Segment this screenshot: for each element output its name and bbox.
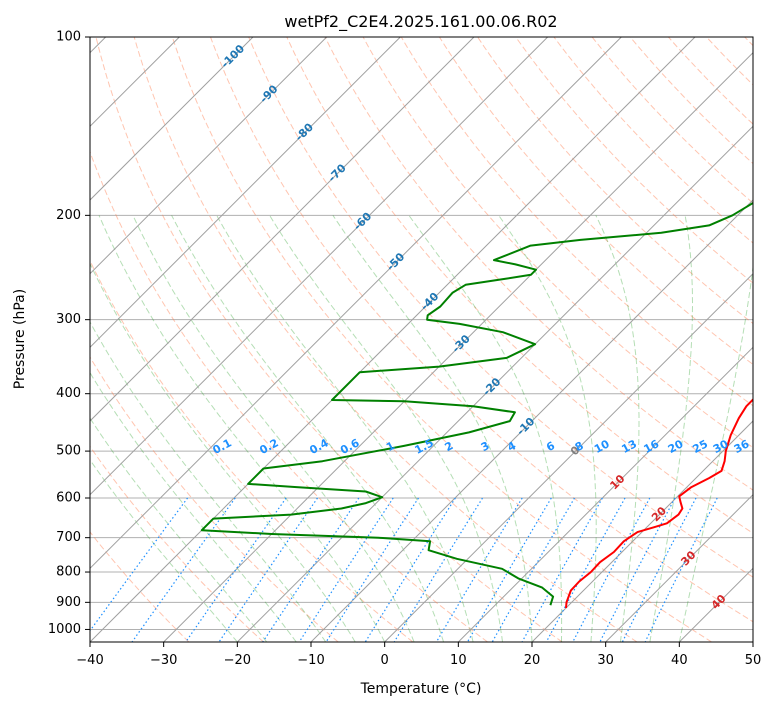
y-tick-label: 200	[56, 208, 81, 223]
y-axis-label: Pressure (hPa)	[12, 289, 28, 389]
y-tick-label: 500	[56, 444, 81, 459]
x-tick-label: 40	[671, 653, 688, 668]
x-tick-label: −10	[297, 653, 324, 668]
y-tick-label: 600	[56, 491, 81, 506]
x-tick-label: −20	[224, 653, 251, 668]
y-tick-label: 800	[56, 565, 81, 580]
x-tick-label: 10	[450, 653, 467, 668]
x-tick-label: 0	[381, 653, 389, 668]
x-tick-label: 30	[597, 653, 614, 668]
y-tick-label: 100	[56, 30, 81, 45]
chart-title: wetPf2_C2E4.2025.161.00.06.R02	[284, 12, 557, 32]
y-tick-label: 400	[56, 386, 81, 401]
y-tick-label: 900	[56, 595, 81, 610]
y-tick-label: 1000	[48, 622, 81, 637]
x-tick-label: −40	[76, 653, 103, 668]
x-tick-label: −30	[150, 653, 177, 668]
x-tick-label: 20	[524, 653, 541, 668]
x-axis-label: Temperature (°C)	[360, 681, 482, 697]
x-tick-label: 50	[745, 653, 762, 668]
y-tick-label: 300	[56, 312, 81, 327]
y-tick-label: 700	[56, 530, 81, 545]
